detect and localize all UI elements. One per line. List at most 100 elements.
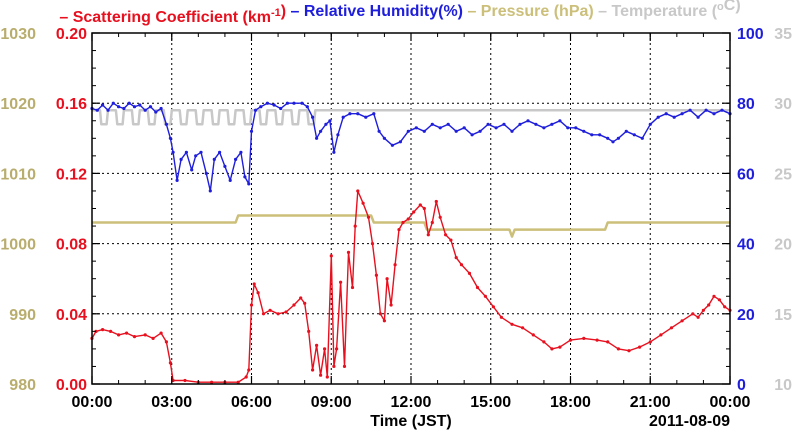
data-point-scattering-coefficient	[483, 294, 487, 298]
data-point-scattering-coefficient	[418, 203, 422, 207]
pressure-tick-label: 980	[9, 377, 36, 394]
data-point-relative-humidity	[348, 112, 352, 116]
series-group	[90, 101, 732, 384]
legend-item: C)	[724, 0, 741, 14]
data-point-scattering-coefficient	[323, 347, 327, 351]
data-point-scattering-coefficient	[412, 210, 416, 214]
legend: – Scattering Coefficient (km-1) – Relati…	[59, 0, 740, 26]
data-point-scattering-coefficient	[385, 277, 389, 281]
data-point-scattering-coefficient	[311, 368, 315, 372]
data-point-relative-humidity	[328, 119, 332, 123]
data-point-scattering-coefficient	[342, 364, 347, 368]
humidity-tick-label: 100	[737, 26, 764, 43]
data-point-scattering-coefficient	[252, 282, 256, 286]
data-point-relative-humidity	[175, 178, 179, 182]
data-point-scattering-coefficient	[712, 294, 716, 298]
data-point-scattering-coefficient	[454, 256, 458, 260]
data-point-relative-humidity	[566, 126, 570, 130]
data-point-scattering-coefficient	[707, 303, 711, 307]
data-point-relative-humidity	[438, 126, 442, 130]
data-point-scattering-coefficient	[717, 298, 722, 302]
data-point-scattering-coefficient	[307, 329, 311, 333]
data-point-scattering-coefficient	[510, 322, 514, 326]
data-point-scattering-coefficient	[356, 189, 360, 193]
data-point-relative-humidity	[223, 164, 227, 168]
data-point-scattering-coefficient	[335, 347, 339, 351]
data-point-scattering-coefficient	[701, 308, 706, 312]
data-point-scattering-coefficient	[370, 242, 375, 246]
data-point-relative-humidity	[208, 189, 212, 193]
data-point-relative-humidity	[138, 103, 142, 107]
x-tick-label: 00:00	[710, 394, 751, 411]
data-point-relative-humidity	[132, 105, 137, 109]
data-point-scattering-coefficient	[558, 345, 562, 349]
data-point-relative-humidity	[332, 150, 336, 154]
data-point-relative-humidity	[101, 103, 105, 107]
data-point-scattering-coefficient	[315, 343, 319, 347]
data-point-scattering-coefficient	[292, 303, 296, 307]
data-point-scattering-coefficient	[284, 310, 288, 314]
legend-item: -1	[271, 7, 281, 19]
data-point-relative-humidity	[574, 126, 578, 130]
data-point-relative-humidity	[341, 115, 345, 119]
date-label: 2011-08-09	[649, 413, 730, 430]
data-point-scattering-coefficient	[361, 201, 365, 205]
data-point-scattering-coefficient	[319, 373, 323, 377]
data-point-scattering-coefficient	[491, 305, 495, 309]
data-point-scattering-coefficient	[325, 375, 329, 379]
data-point-relative-humidity	[510, 129, 514, 133]
data-point-scattering-coefficient	[125, 331, 129, 335]
data-point-scattering-coefficient	[459, 263, 464, 267]
pressure-tick-label: 1030	[0, 26, 36, 43]
data-point-relative-humidity	[239, 150, 243, 154]
data-point-scattering-coefficient	[582, 336, 586, 340]
legend-item: )	[281, 3, 286, 20]
x-tick-label: 21:00	[630, 394, 671, 411]
data-point-scattering-coefficient	[696, 315, 700, 319]
humidity-tick-label: 20	[737, 307, 755, 324]
data-point-relative-humidity	[272, 103, 276, 107]
data-point-scattering-coefficient	[521, 326, 525, 330]
data-point-relative-humidity	[398, 140, 402, 144]
data-point-relative-humidity	[285, 101, 289, 105]
data-point-scattering-coefficient	[627, 349, 631, 353]
data-point-scattering-coefficient	[366, 215, 371, 219]
data-point-relative-humidity	[712, 112, 716, 116]
data-point-relative-humidity	[598, 133, 602, 137]
data-point-relative-humidity	[164, 122, 168, 126]
legend-item: – Relative Humidity(%)	[286, 3, 463, 20]
data-point-relative-humidity	[218, 150, 222, 154]
data-point-scattering-coefficient	[406, 217, 410, 221]
data-point-relative-humidity	[259, 105, 263, 109]
data-point-relative-humidity	[664, 112, 668, 116]
scattering-tick-label: 0.20	[56, 26, 87, 43]
data-point-scattering-coefficient	[236, 380, 240, 384]
data-point-scattering-coefficient	[467, 271, 472, 275]
x-tick-label: 00:00	[72, 394, 113, 411]
series-line-scattering-coefficient	[91, 190, 731, 383]
data-point-relative-humidity	[154, 110, 158, 114]
data-point-scattering-coefficient	[132, 335, 137, 339]
axes: 00:00 03:00 06:00 09:00 12:00 15:00 18:00 21:00…	[0, 26, 792, 411]
data-point-scattering-coefficient	[422, 206, 426, 211]
data-point-relative-humidity	[148, 105, 153, 109]
temperature-tick-label: 25	[774, 166, 792, 183]
scattering-tick-label: 0.16	[56, 96, 87, 113]
temperature-tick-label: 30	[774, 96, 792, 113]
data-point-scattering-coefficient	[606, 340, 610, 344]
scattering-tick-label: 0.00	[56, 377, 87, 394]
scattering-tick-label: 0.04	[56, 307, 87, 324]
data-point-scattering-coefficient	[382, 319, 386, 323]
data-point-scattering-coefficient	[397, 228, 401, 232]
data-point-relative-humidity	[478, 129, 482, 133]
data-point-relative-humidity	[502, 122, 506, 126]
data-point-scattering-coefficient	[659, 333, 663, 337]
data-point-relative-humidity	[430, 122, 434, 126]
humidity-tick-label: 80	[737, 96, 755, 113]
data-point-relative-humidity	[190, 168, 194, 172]
data-point-scattering-coefficient	[691, 312, 695, 316]
data-point-scattering-coefficient	[389, 303, 393, 307]
data-point-scattering-coefficient	[680, 319, 684, 323]
data-point-scattering-coefficient	[542, 340, 546, 344]
data-point-relative-humidity	[462, 126, 466, 130]
